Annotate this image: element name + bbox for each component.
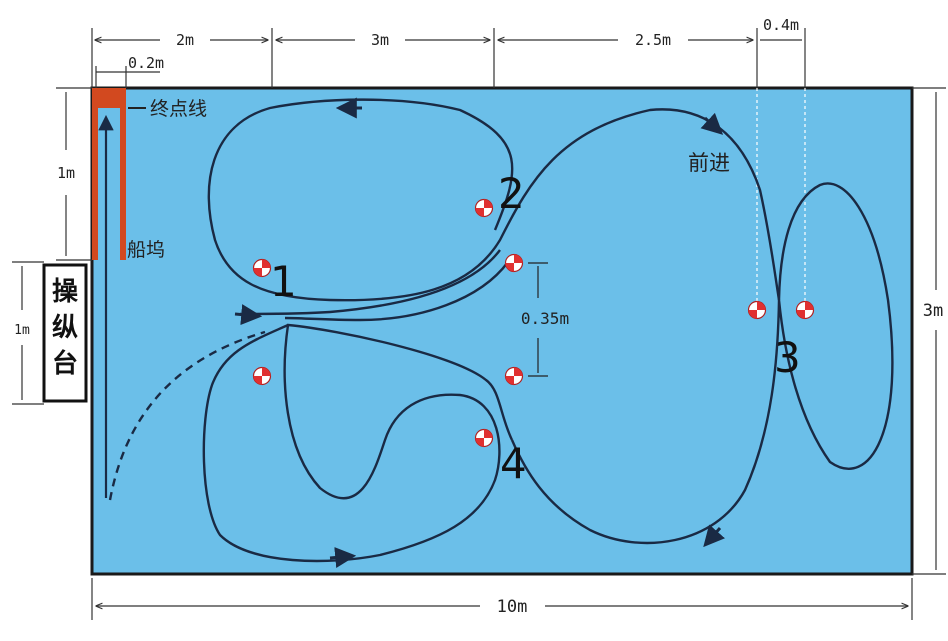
pool — [90, 86, 914, 576]
dim-2m: 2m — [176, 31, 194, 49]
dim-3m: 3m — [371, 31, 389, 49]
buoy-number-1: 1 — [270, 257, 297, 306]
dock-label: 船坞 — [127, 239, 165, 261]
buoy-icon — [474, 428, 494, 448]
buoy-icon — [252, 258, 272, 278]
dim-2-5m: 2.5m — [635, 31, 671, 49]
bottom-dimension — [91, 578, 913, 620]
buoy-icon — [795, 300, 815, 320]
buoy-number-3: 3 — [774, 333, 801, 382]
dim-10m: 10m — [497, 597, 528, 617]
top-dimension — [91, 28, 806, 88]
arrow-icon — [700, 112, 724, 135]
arrow-icon — [703, 524, 725, 548]
approach-path — [108, 330, 266, 501]
finish-line-label: 终点线 — [150, 98, 207, 120]
buoy-icon — [504, 366, 524, 386]
buoy-icon — [504, 253, 524, 273]
dim-1m-top: 1m — [57, 164, 75, 182]
dim-0-35m: 0.35m — [521, 309, 569, 328]
buoy-number-4: 4 — [500, 439, 527, 488]
dim-1m-console: 1m — [14, 323, 30, 338]
console-char-1: 操 — [52, 277, 79, 307]
direction-arrows — [234, 97, 725, 568]
console-char-2: 纵 — [52, 313, 78, 343]
gap-dimension — [528, 262, 548, 377]
forward-label: 前进 — [688, 151, 730, 175]
control-console — [42, 263, 88, 403]
arrow-icon — [329, 547, 357, 568]
buoy-icon — [252, 366, 272, 386]
dim-0-4m: 0.4m — [763, 16, 799, 34]
dock-width-dimension — [95, 66, 160, 88]
left-dimension — [12, 87, 92, 405]
dock — [92, 88, 126, 260]
dim-3m-height: 3m — [923, 301, 943, 321]
arrow-icon — [234, 304, 263, 326]
buoy-icon — [474, 198, 494, 218]
dim-0-2m: 0.2m — [128, 54, 164, 72]
buoy-number-2: 2 — [498, 169, 525, 218]
console-char-3: 台 — [52, 348, 78, 379]
buoy-icon — [747, 300, 767, 320]
right-dimension — [912, 87, 946, 575]
